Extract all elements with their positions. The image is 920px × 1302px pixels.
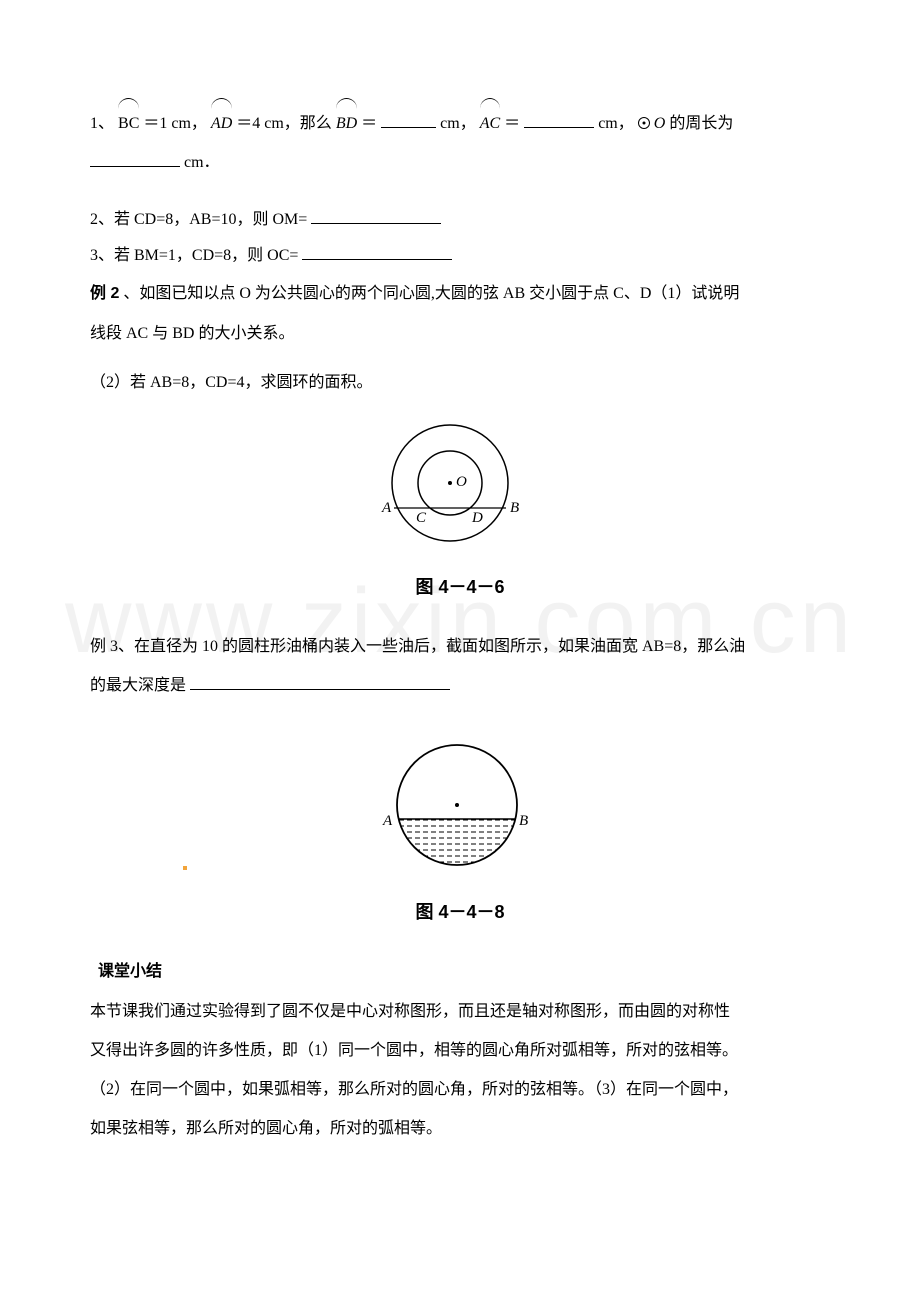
summary-p4: 如果弦相等，那么所对的圆心角，所对的弧相等。 bbox=[90, 1111, 830, 1146]
figure-4-4-6: O A B C D bbox=[90, 418, 830, 563]
ex3-text1: 例 3、在直径为 10 的圆柱形油桶内装入一些油后，截面如图所示，如果油面宽 A… bbox=[90, 638, 745, 655]
label-c: C bbox=[416, 510, 427, 526]
q3-text: 3、若 BM=1，CD=8，则 OC= bbox=[90, 247, 298, 264]
summary-p1: 本节课我们通过实验得到了圆不仅是中心对称图形，而且还是轴对称图形，而由圆的对称性 bbox=[90, 994, 830, 1029]
example-3-line1: 例 3、在直径为 10 的圆柱形油桶内装入一些油后，截面如图所示，如果油面宽 A… bbox=[90, 629, 830, 664]
label-a: A bbox=[381, 500, 392, 516]
example-2-sub: （2）若 AB=8，CD=4，求圆环的面积。 bbox=[90, 365, 830, 400]
figure-1-caption: 图 4－4－6 bbox=[90, 573, 830, 599]
example-3-line2: 的最大深度是 bbox=[90, 668, 830, 703]
example-2-line2: 线段 AC 与 BD 的大小关系。 bbox=[90, 316, 830, 351]
question-1-line2: cm． bbox=[90, 145, 830, 180]
example-2-line1: 例 2 、如图已知以点 O 为公共圆心的两个同心圆,大圆的弦 AB 交小圆于点 … bbox=[90, 276, 830, 311]
arc-ac: AC bbox=[480, 100, 500, 141]
oil-barrel-diagram: A B bbox=[375, 733, 545, 883]
label-a2: A bbox=[382, 813, 393, 829]
q1-cm2: cm， bbox=[598, 115, 634, 132]
label-o: O bbox=[456, 474, 467, 490]
blank-depth[interactable] bbox=[190, 673, 450, 691]
summary-p3: （2）在同一个圆中，如果弧相等，那么所对的圆心角，所对的弦相等。（3）在同一个圆… bbox=[90, 1072, 830, 1107]
figure-2-caption: 图 4－4－8 bbox=[90, 898, 830, 924]
q1-eq2post: ＝ bbox=[361, 115, 377, 132]
odot-icon bbox=[638, 117, 650, 129]
q2-text: 2、若 CD=8，AB=10，则 OM= bbox=[90, 211, 307, 228]
q1-cm3: cm． bbox=[184, 154, 220, 171]
blank-om[interactable] bbox=[311, 207, 441, 225]
blank-oc[interactable] bbox=[302, 243, 452, 261]
figure-4-4-8: A B bbox=[90, 733, 830, 888]
q1-eq4: ＝ bbox=[504, 115, 520, 132]
blank-bd[interactable] bbox=[381, 110, 436, 128]
arc-bc: BC bbox=[118, 100, 139, 141]
ex3-text2: 的最大深度是 bbox=[90, 677, 186, 694]
q1-eq2: ＝4 cm，那么 bbox=[236, 115, 332, 132]
ex2-sub-text: （2）若 AB=8，CD=4，求圆环的面积。 bbox=[90, 374, 373, 391]
summary-title-line: 课堂小结 bbox=[90, 954, 830, 989]
summary-p2: 又得出许多圆的许多性质，即（1）同一个圆中，相等的圆心角所对弧相等，所对的弦相等… bbox=[90, 1033, 830, 1068]
ex2-text2: 线段 AC 与 BD 的大小关系。 bbox=[90, 325, 294, 342]
q1-prefix: 1、 bbox=[90, 115, 114, 132]
concentric-circles-diagram: O A B C D bbox=[380, 418, 540, 558]
q1-tail: 的周长为 bbox=[669, 115, 733, 132]
ex2-title: 例 2 bbox=[90, 285, 119, 302]
label-b2: B bbox=[519, 813, 528, 829]
question-3: 3、若 BM=1，CD=8，则 OC= bbox=[90, 240, 830, 272]
q1-cm1: cm， bbox=[440, 115, 476, 132]
question-2: 2、若 CD=8，AB=10，则 OM= bbox=[90, 204, 830, 236]
summary-title: 课堂小结 bbox=[98, 963, 162, 980]
arc-ad: AD bbox=[211, 100, 232, 141]
label-d: D bbox=[471, 510, 483, 526]
ex2-text1: 、如图已知以点 O 为公共圆心的两个同心圆,大圆的弦 AB 交小圆于点 C、D（… bbox=[123, 285, 739, 302]
decorative-dot-icon bbox=[183, 866, 187, 870]
label-b: B bbox=[510, 500, 519, 516]
blank-perimeter[interactable] bbox=[90, 150, 180, 168]
q1-eq1: ＝1 cm， bbox=[143, 115, 207, 132]
arc-bd: BD bbox=[336, 100, 357, 141]
q1-o: O bbox=[654, 115, 666, 132]
blank-ac[interactable] bbox=[524, 110, 594, 128]
question-1: 1、 BC ＝1 cm， AD ＝4 cm，那么 BD ＝ cm， AC ＝ c… bbox=[90, 100, 830, 141]
